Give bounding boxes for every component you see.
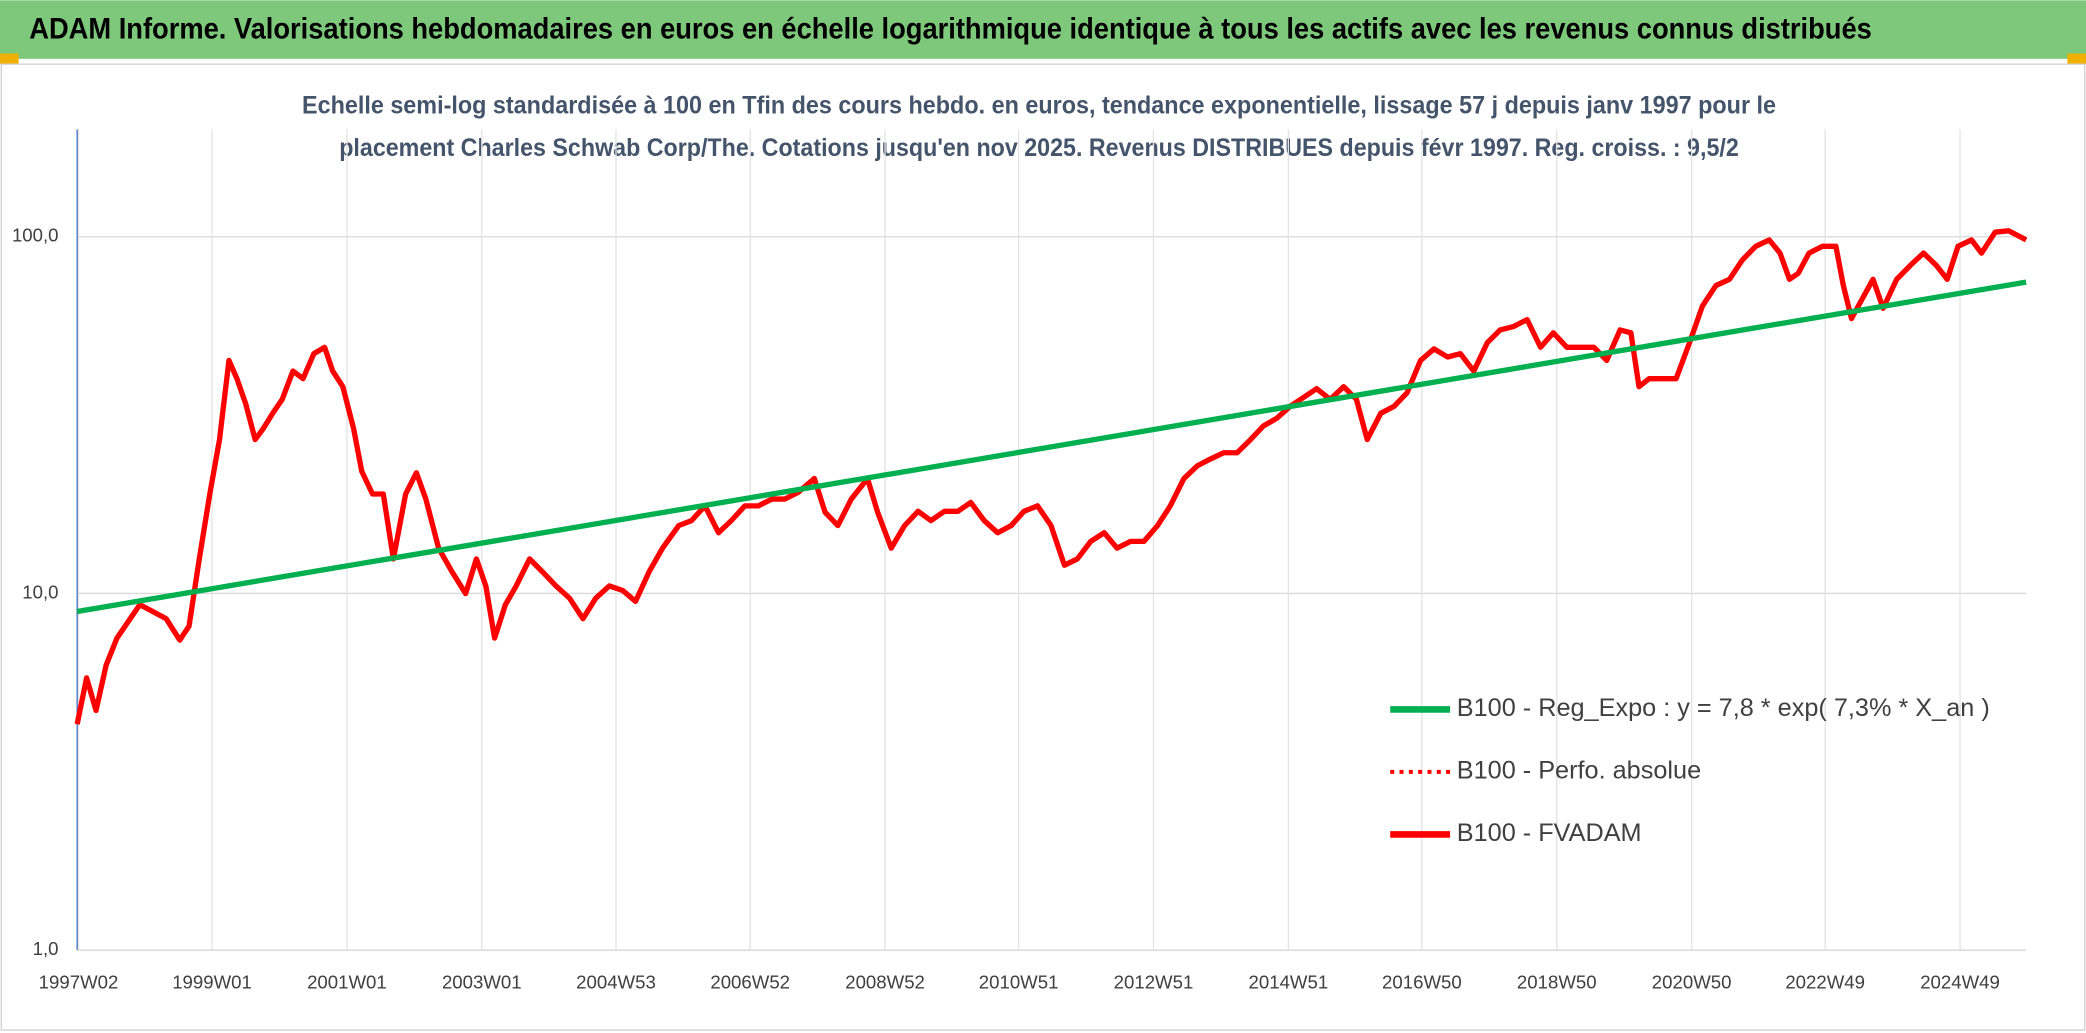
corner-mark	[0, 53, 19, 65]
subtitle: placement Charles Schwab Corp/The. Cotat…	[339, 134, 1739, 162]
y-tick-label: 1,0	[33, 938, 59, 959]
legend-label: B100 - FVADAM	[1457, 819, 1642, 847]
header-bar	[0, 0, 2086, 59]
x-tick-label: 2020W50	[1652, 971, 1732, 992]
series-line	[76, 279, 2027, 615]
y-tick-label: 10,0	[22, 581, 58, 602]
x-tick-label: 2012W51	[1114, 971, 1194, 992]
x-tick-label: 2024W49	[1920, 971, 2000, 992]
x-tick-label: 2001W01	[307, 971, 387, 992]
subtitle: Echelle semi-log standardisée à 100 en T…	[302, 91, 1776, 119]
y-tick-label: 100,0	[12, 225, 59, 246]
header-title: ADAM Informe. Valorisations hebdomadaire…	[29, 14, 1872, 46]
x-tick-label: 2008W52	[845, 971, 925, 992]
x-tick-label: 2003W01	[442, 971, 522, 992]
frame	[0, 63, 2086, 1031]
corner-mark	[2067, 53, 2086, 65]
x-tick-label: 2016W50	[1382, 971, 1462, 992]
legend-label: B100 - Reg_Expo : y = 7,8 * exp( 7,3% * …	[1457, 694, 1990, 722]
legend-label: B100 - Perfo. absolue	[1457, 757, 1701, 785]
x-tick-label: 2006W52	[710, 971, 790, 992]
x-tick-label: 1999W01	[172, 971, 252, 992]
x-tick-label: 2018W50	[1517, 971, 1597, 992]
x-tick-label: 2014W51	[1249, 971, 1329, 992]
x-tick-label: 2004W53	[576, 971, 656, 992]
x-tick-label: 2022W49	[1785, 971, 1865, 992]
x-tick-label: 2010W51	[979, 971, 1059, 992]
x-tick-label: 1997W02	[39, 971, 119, 992]
series-line	[74, 228, 2028, 725]
